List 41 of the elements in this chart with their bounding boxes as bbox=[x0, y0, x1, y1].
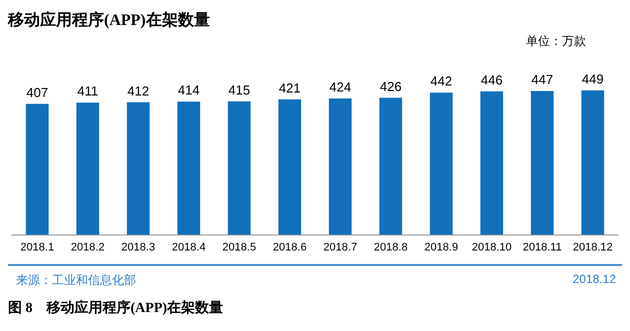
x-tick-label: 2018.5 bbox=[222, 241, 256, 254]
x-tick-label: 2018.12 bbox=[572, 241, 613, 254]
x-tick-label: 2018.1 bbox=[20, 241, 54, 254]
caption: 图 8 移动应用程序(APP)在架数量 bbox=[8, 299, 224, 317]
bar bbox=[480, 91, 504, 235]
bar bbox=[278, 99, 302, 235]
x-tick-label: 2018.6 bbox=[272, 241, 307, 254]
source-note: 来源：工业和信息化部 bbox=[16, 272, 136, 289]
data-label: 412 bbox=[127, 83, 150, 98]
bar bbox=[328, 98, 352, 235]
x-tick-label: 2018.3 bbox=[121, 241, 156, 254]
x-tick-label: 2018.11 bbox=[522, 241, 562, 254]
bar bbox=[228, 101, 251, 235]
data-label: 415 bbox=[228, 82, 250, 98]
x-tick-label: 2018.4 bbox=[172, 241, 206, 254]
bar bbox=[26, 104, 49, 235]
bar bbox=[430, 92, 453, 235]
bar bbox=[379, 98, 402, 235]
data-label: 414 bbox=[178, 82, 200, 98]
data-label: 449 bbox=[582, 71, 604, 86]
data-label: 411 bbox=[77, 84, 98, 99]
x-tick-label: 2018.10 bbox=[472, 241, 512, 254]
bar bbox=[581, 90, 604, 235]
x-tick-label: 2018.7 bbox=[323, 241, 358, 254]
x-tick-label: 2018.9 bbox=[424, 241, 458, 254]
x-tick-label: 2018.2 bbox=[70, 241, 105, 254]
data-label: 447 bbox=[531, 72, 554, 88]
bar bbox=[126, 102, 150, 235]
bar bbox=[530, 91, 554, 235]
data-label: 426 bbox=[380, 78, 402, 94]
data-label: 446 bbox=[480, 72, 503, 88]
data-label: 424 bbox=[329, 80, 352, 95]
x-tick-label: 2018.8 bbox=[374, 241, 408, 254]
data-label: 442 bbox=[430, 74, 452, 89]
data-label: 421 bbox=[278, 80, 301, 96]
bar bbox=[177, 102, 200, 235]
data-label: 407 bbox=[26, 84, 48, 100]
text: 单位：万款 bbox=[526, 33, 586, 50]
text: 2018.12 bbox=[572, 272, 616, 288]
bar bbox=[76, 102, 100, 235]
chart-title: 移动应用程序(APP)在架数量 bbox=[8, 10, 210, 31]
